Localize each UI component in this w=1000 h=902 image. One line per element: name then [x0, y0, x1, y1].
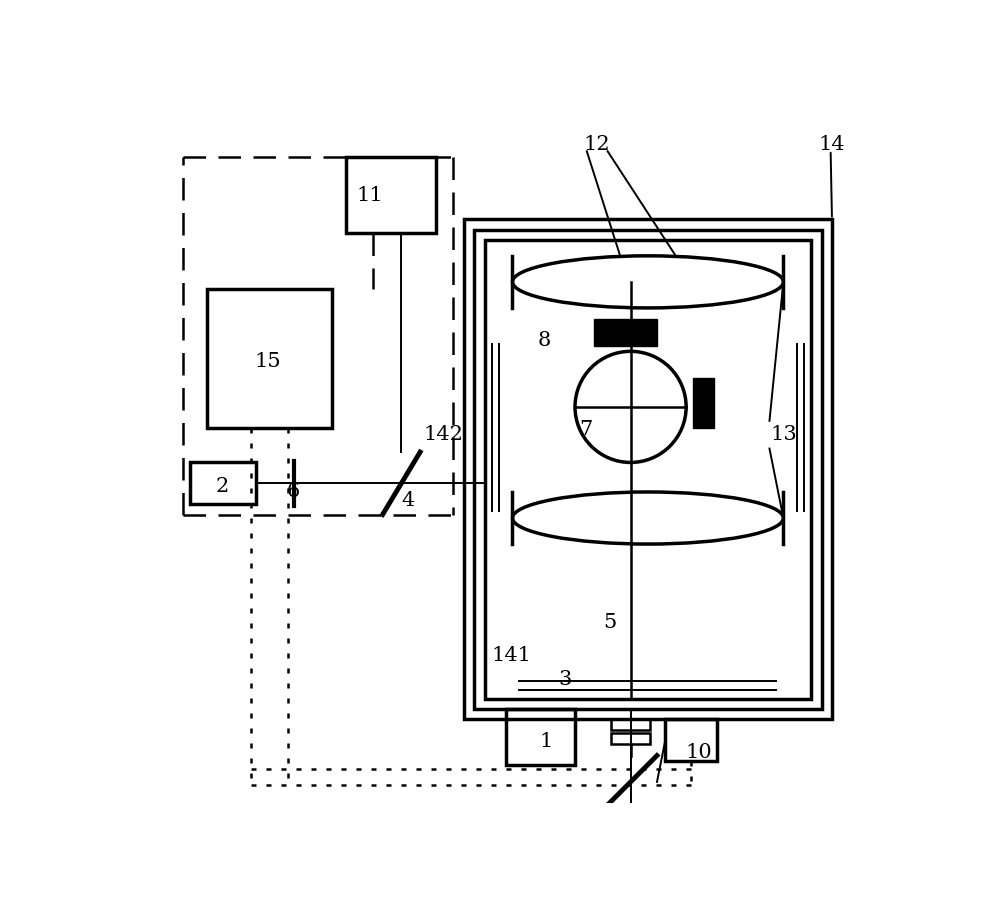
Bar [665, 720, 717, 761]
Bar [485, 240, 811, 698]
Bar [346, 157, 436, 234]
Bar [207, 289, 332, 428]
Bar [611, 732, 650, 744]
Text: 1: 1 [539, 732, 553, 751]
Text: 141: 141 [491, 646, 531, 665]
Text: 10: 10 [685, 743, 712, 762]
Text: 8: 8 [537, 331, 550, 350]
Text: 4: 4 [402, 492, 415, 511]
Text: 13: 13 [770, 425, 797, 444]
Bar [611, 719, 650, 730]
Bar [506, 709, 575, 765]
Text: 7: 7 [579, 419, 593, 438]
Text: 12: 12 [584, 135, 611, 154]
Text: 15: 15 [255, 353, 281, 372]
Text: 2: 2 [216, 477, 229, 496]
Text: 11: 11 [357, 186, 383, 205]
Text: 6: 6 [287, 483, 300, 502]
Bar [190, 463, 256, 504]
Text: 142: 142 [423, 425, 463, 444]
Bar [594, 319, 657, 345]
Bar [693, 378, 714, 428]
Text: 9: 9 [617, 329, 630, 348]
Bar [474, 230, 822, 709]
Bar [464, 219, 832, 720]
Text: 3: 3 [558, 669, 571, 688]
Text: 5: 5 [603, 612, 616, 631]
Text: 14: 14 [819, 135, 845, 154]
